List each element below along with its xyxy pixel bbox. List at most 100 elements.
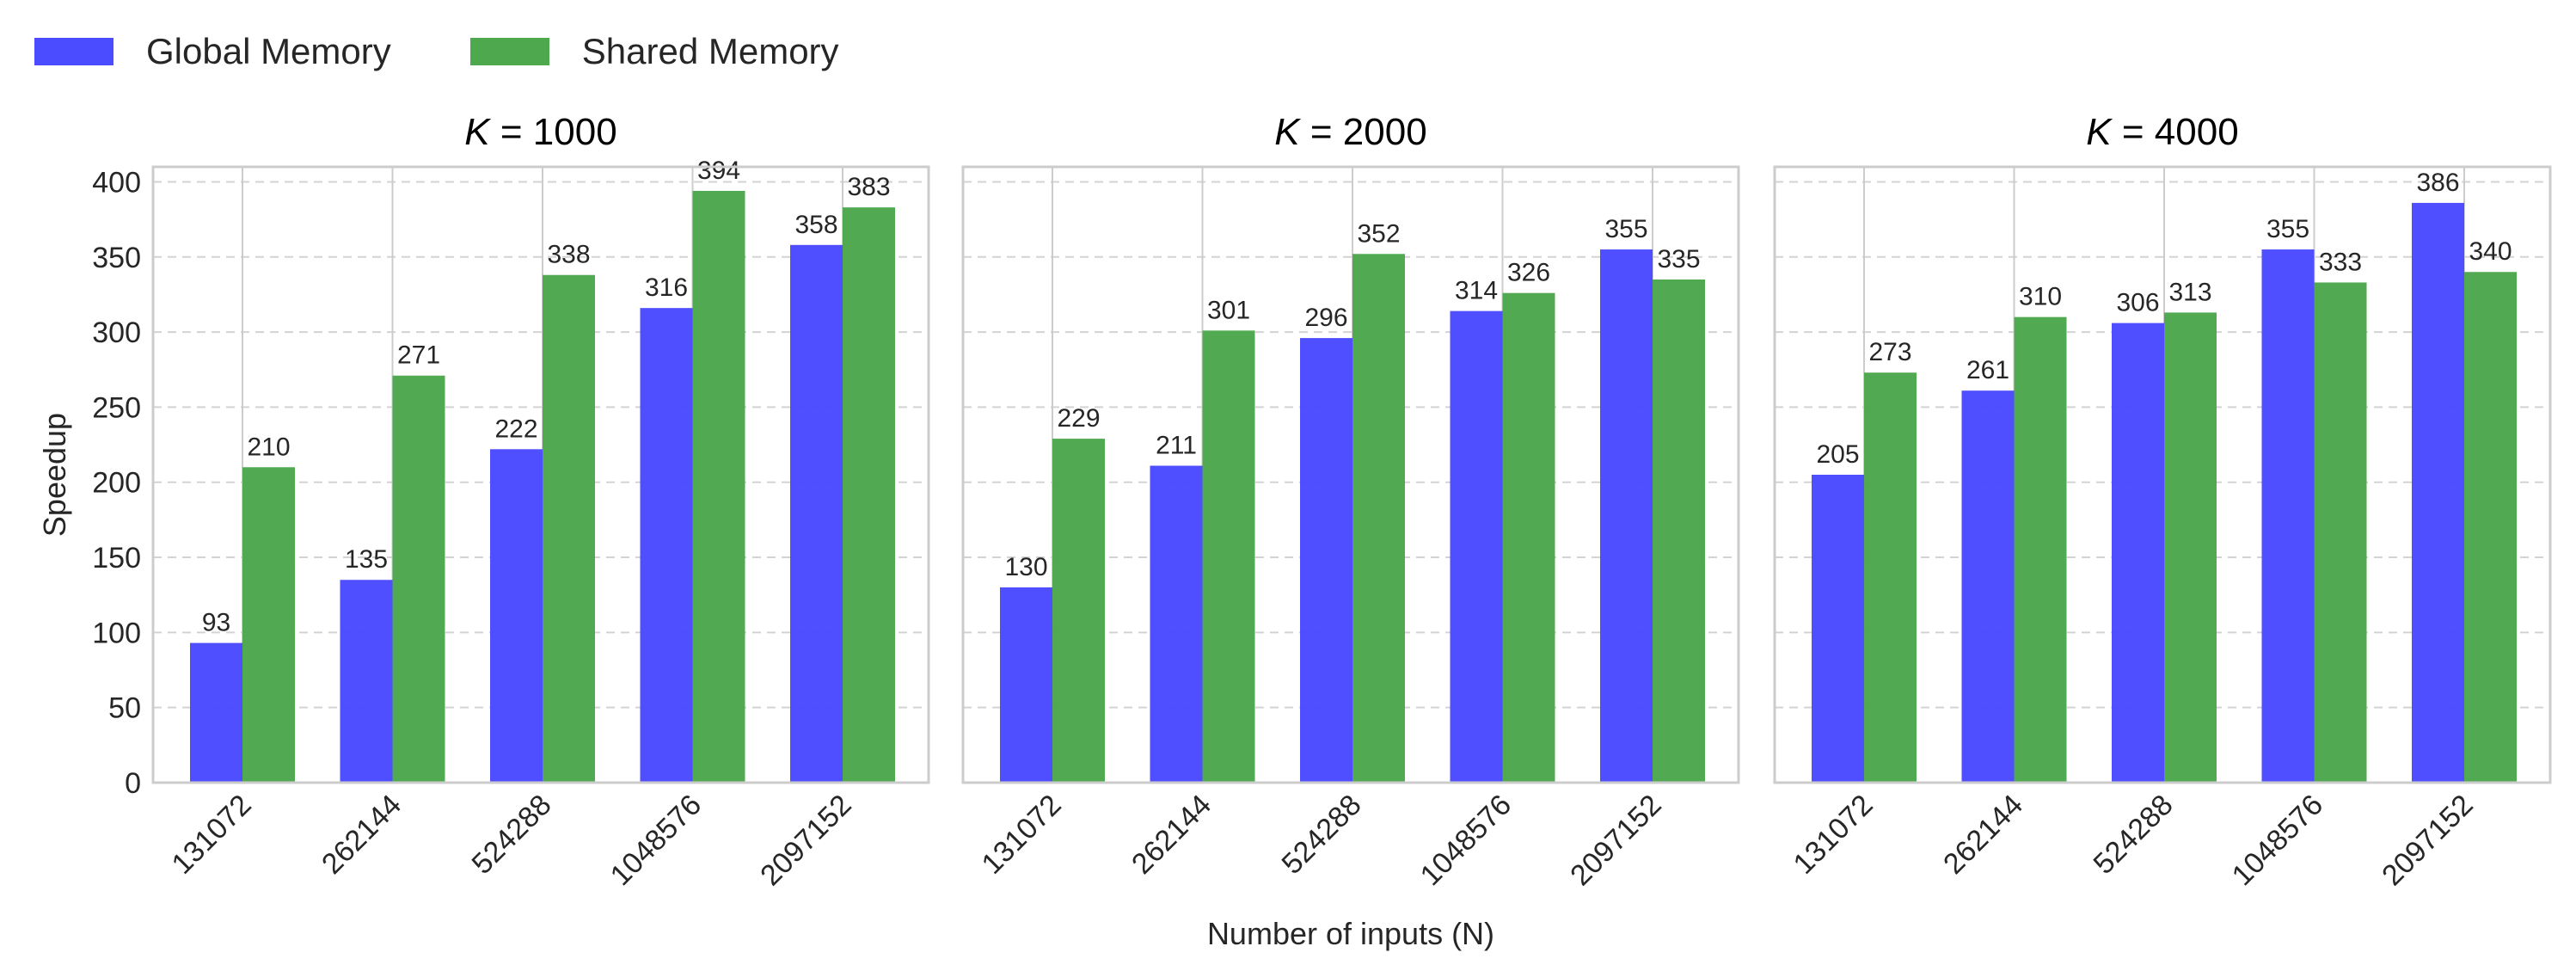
data-label: 93: [202, 609, 230, 637]
panel-title: K = 1000: [464, 111, 616, 153]
bar-shared: [392, 375, 445, 783]
panel-title: K = 2000: [1274, 111, 1426, 153]
data-label: 314: [1455, 277, 1498, 305]
x-tick-label: 2097152: [2376, 789, 2479, 892]
bar-shared: [1653, 279, 1705, 783]
x-tick-label: 524288: [466, 789, 558, 881]
bar-shared: [1052, 439, 1105, 783]
x-tick-label: 1048576: [1414, 789, 1518, 892]
bar-shared: [1502, 292, 1555, 783]
x-tick-label: 524288: [2088, 789, 2180, 881]
plot-frame: [961, 165, 1740, 784]
legend-swatch: [469, 38, 549, 65]
y-tick-label: 0: [125, 767, 141, 800]
bar-global: [2412, 202, 2464, 783]
panel-title-var: K: [1274, 111, 1301, 153]
x-tick-label: 131072: [166, 789, 258, 881]
data-label: 211: [1156, 432, 1197, 460]
bar-shared: [1352, 254, 1405, 783]
y-tick-label: 200: [92, 467, 141, 500]
bar-shared: [543, 274, 595, 783]
legend-label: Shared Memory: [581, 31, 839, 71]
bar-global: [640, 308, 693, 783]
legend-swatch: [34, 38, 113, 65]
y-tick-label: 350: [92, 242, 141, 274]
bar-global: [2112, 323, 2164, 783]
y-axis-label: Speedup: [37, 413, 72, 537]
data-label: 306: [2116, 289, 2159, 317]
x-tick-label: 262144: [316, 789, 408, 881]
data-label: 358: [794, 211, 837, 239]
y-tick-label: 150: [92, 542, 141, 575]
data-label: 301: [1207, 296, 1250, 324]
y-tick-label: 400: [92, 166, 141, 199]
data-label: 313: [2168, 278, 2211, 306]
data-label: 355: [2266, 215, 2309, 243]
bar-global: [1000, 587, 1052, 783]
legend: Global Memory Shared Memory: [34, 26, 918, 77]
data-label: 229: [1057, 404, 1100, 433]
bar-global: [1961, 390, 2015, 783]
panel-title-value: = 2000: [1300, 111, 1427, 153]
x-tick-label: 2097152: [1564, 789, 1667, 892]
x-tick-label: 262144: [1125, 789, 1217, 881]
data-label: 261: [1966, 356, 2009, 384]
legend-item: Shared Memory: [469, 31, 839, 72]
bar-shared: [2164, 312, 2217, 783]
x-tick-label: 131072: [1788, 789, 1880, 881]
x-tick-label: 2097152: [754, 789, 857, 892]
data-label: 340: [2469, 237, 2512, 266]
legend-item: Global Memory: [34, 31, 391, 72]
data-label: 296: [1304, 304, 1347, 332]
data-label: 135: [345, 545, 388, 574]
panel-title-value: = 4000: [2112, 111, 2239, 153]
plot-frame: [151, 165, 930, 784]
y-tick-label: 250: [92, 391, 141, 424]
y-tick-label: 50: [108, 692, 141, 725]
x-tick-label: 1048576: [2226, 789, 2329, 892]
bar-shared: [1202, 330, 1255, 783]
y-tick-label: 300: [92, 316, 141, 349]
data-label: 130: [1004, 553, 1047, 581]
data-label: 310: [2019, 283, 2062, 311]
data-label: 335: [1657, 245, 1700, 273]
data-label: 355: [1604, 215, 1647, 243]
bar-global: [1300, 338, 1352, 783]
bar-shared: [242, 467, 295, 783]
data-label: 222: [494, 415, 537, 443]
bar-global: [1812, 475, 1864, 783]
data-label: 326: [1507, 259, 1550, 287]
bar-shared: [2464, 272, 2517, 783]
data-label: 394: [697, 157, 740, 185]
data-label: 205: [1816, 440, 1859, 469]
panel-title-var: K: [464, 111, 491, 153]
data-label: 210: [247, 433, 290, 461]
bar-global: [1150, 465, 1203, 783]
data-label: 333: [2319, 248, 2362, 276]
y-tick-label: 100: [92, 617, 141, 649]
x-tick-label: 262144: [1937, 789, 2029, 881]
data-label: 271: [397, 341, 440, 370]
bar-global: [340, 580, 393, 783]
panel-title-var: K: [2086, 111, 2113, 153]
x-tick-label: 131072: [976, 789, 1068, 881]
data-label: 338: [547, 241, 590, 269]
panel-title-value: = 1000: [490, 111, 617, 153]
bar-shared: [2014, 316, 2067, 783]
panel-title: K = 4000: [2086, 111, 2238, 153]
bar-shared: [692, 190, 745, 783]
bar-global: [790, 244, 843, 783]
bar-global: [1450, 310, 1503, 783]
bar-shared: [2314, 282, 2367, 783]
plot-frame: [1773, 165, 2552, 784]
bar-global: [190, 642, 242, 783]
bar-global: [490, 449, 543, 783]
data-label: 316: [645, 273, 688, 302]
data-label: 386: [2416, 169, 2459, 197]
data-label: 273: [1868, 338, 1911, 366]
bar-global: [1600, 249, 1653, 783]
bar-shared: [1864, 372, 1917, 783]
x-tick-label: 524288: [1276, 789, 1368, 881]
